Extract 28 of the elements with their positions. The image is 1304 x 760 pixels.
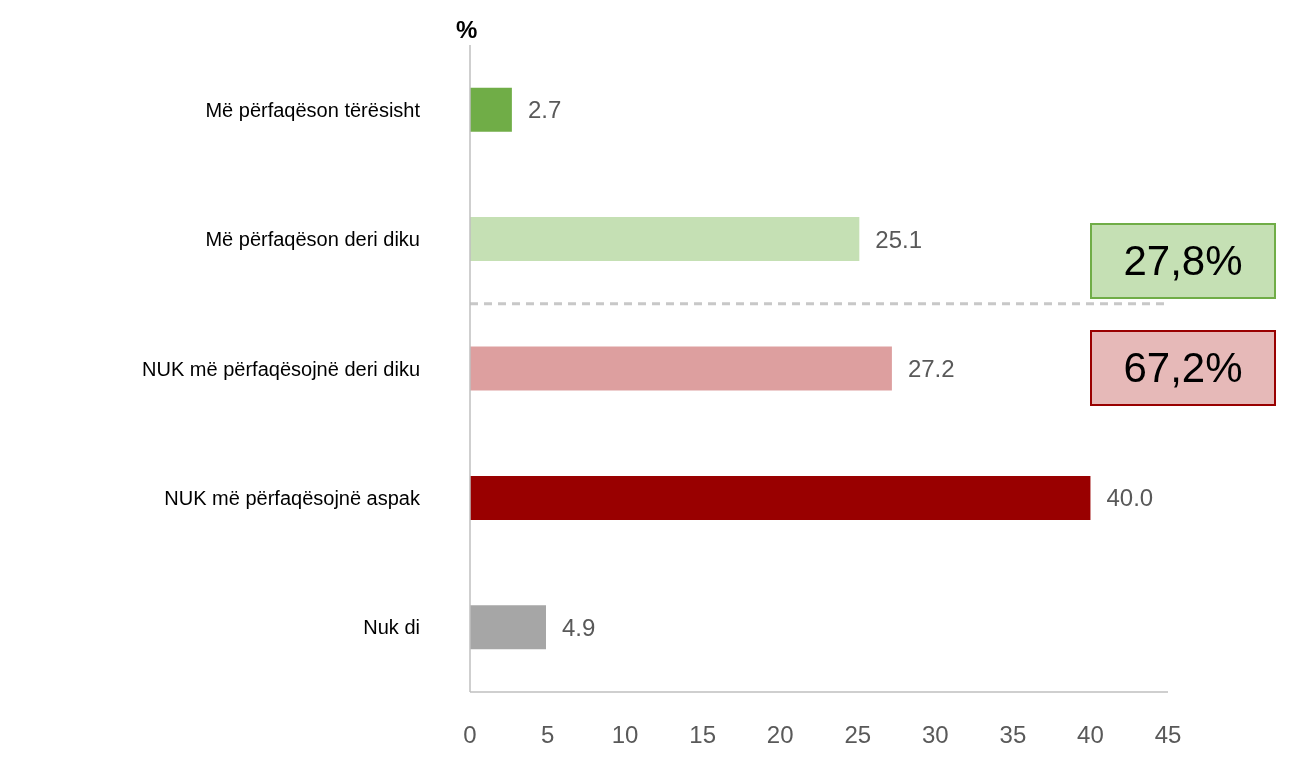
y-tick-label: Nuk di xyxy=(363,616,420,639)
data-label: 4.9 xyxy=(562,613,596,641)
x-tick-label: 5 xyxy=(540,721,555,749)
x-tick-label: 0 xyxy=(463,721,477,749)
x-tick-label: 30 xyxy=(921,721,949,749)
bar xyxy=(470,217,860,262)
bar xyxy=(470,87,512,132)
x-tick-label: 45 xyxy=(1154,721,1182,749)
x-tick-label: 10 xyxy=(611,721,639,749)
y-tick-label: NUK më përfaqësojnë aspak xyxy=(164,487,421,509)
annotation: 67,2% xyxy=(1090,330,1276,406)
x-tick-label: 20 xyxy=(766,721,794,749)
data-label: 2.7 xyxy=(527,96,562,124)
bar xyxy=(470,605,546,650)
bar xyxy=(470,346,892,391)
y-tick-label: NUK më përfaqësojnë deri diku xyxy=(142,357,420,380)
y-tick-label: Më përfaqëson tërësisht xyxy=(205,98,421,121)
x-tick-label: 40 xyxy=(1077,721,1104,749)
y-axis-title: % xyxy=(456,16,478,44)
data-label: 25.1 xyxy=(875,225,923,253)
annotation: 27,8% xyxy=(1090,223,1276,299)
x-tick-label: 25 xyxy=(844,721,872,749)
data-label: 40.0 xyxy=(1106,484,1154,512)
y-tick-label: Më përfaqëson deri diku xyxy=(205,228,420,251)
data-label: 27.2 xyxy=(907,355,955,383)
x-tick-label: 15 xyxy=(689,721,717,749)
bar xyxy=(470,475,1091,520)
x-tick-label: 35 xyxy=(999,721,1027,749)
